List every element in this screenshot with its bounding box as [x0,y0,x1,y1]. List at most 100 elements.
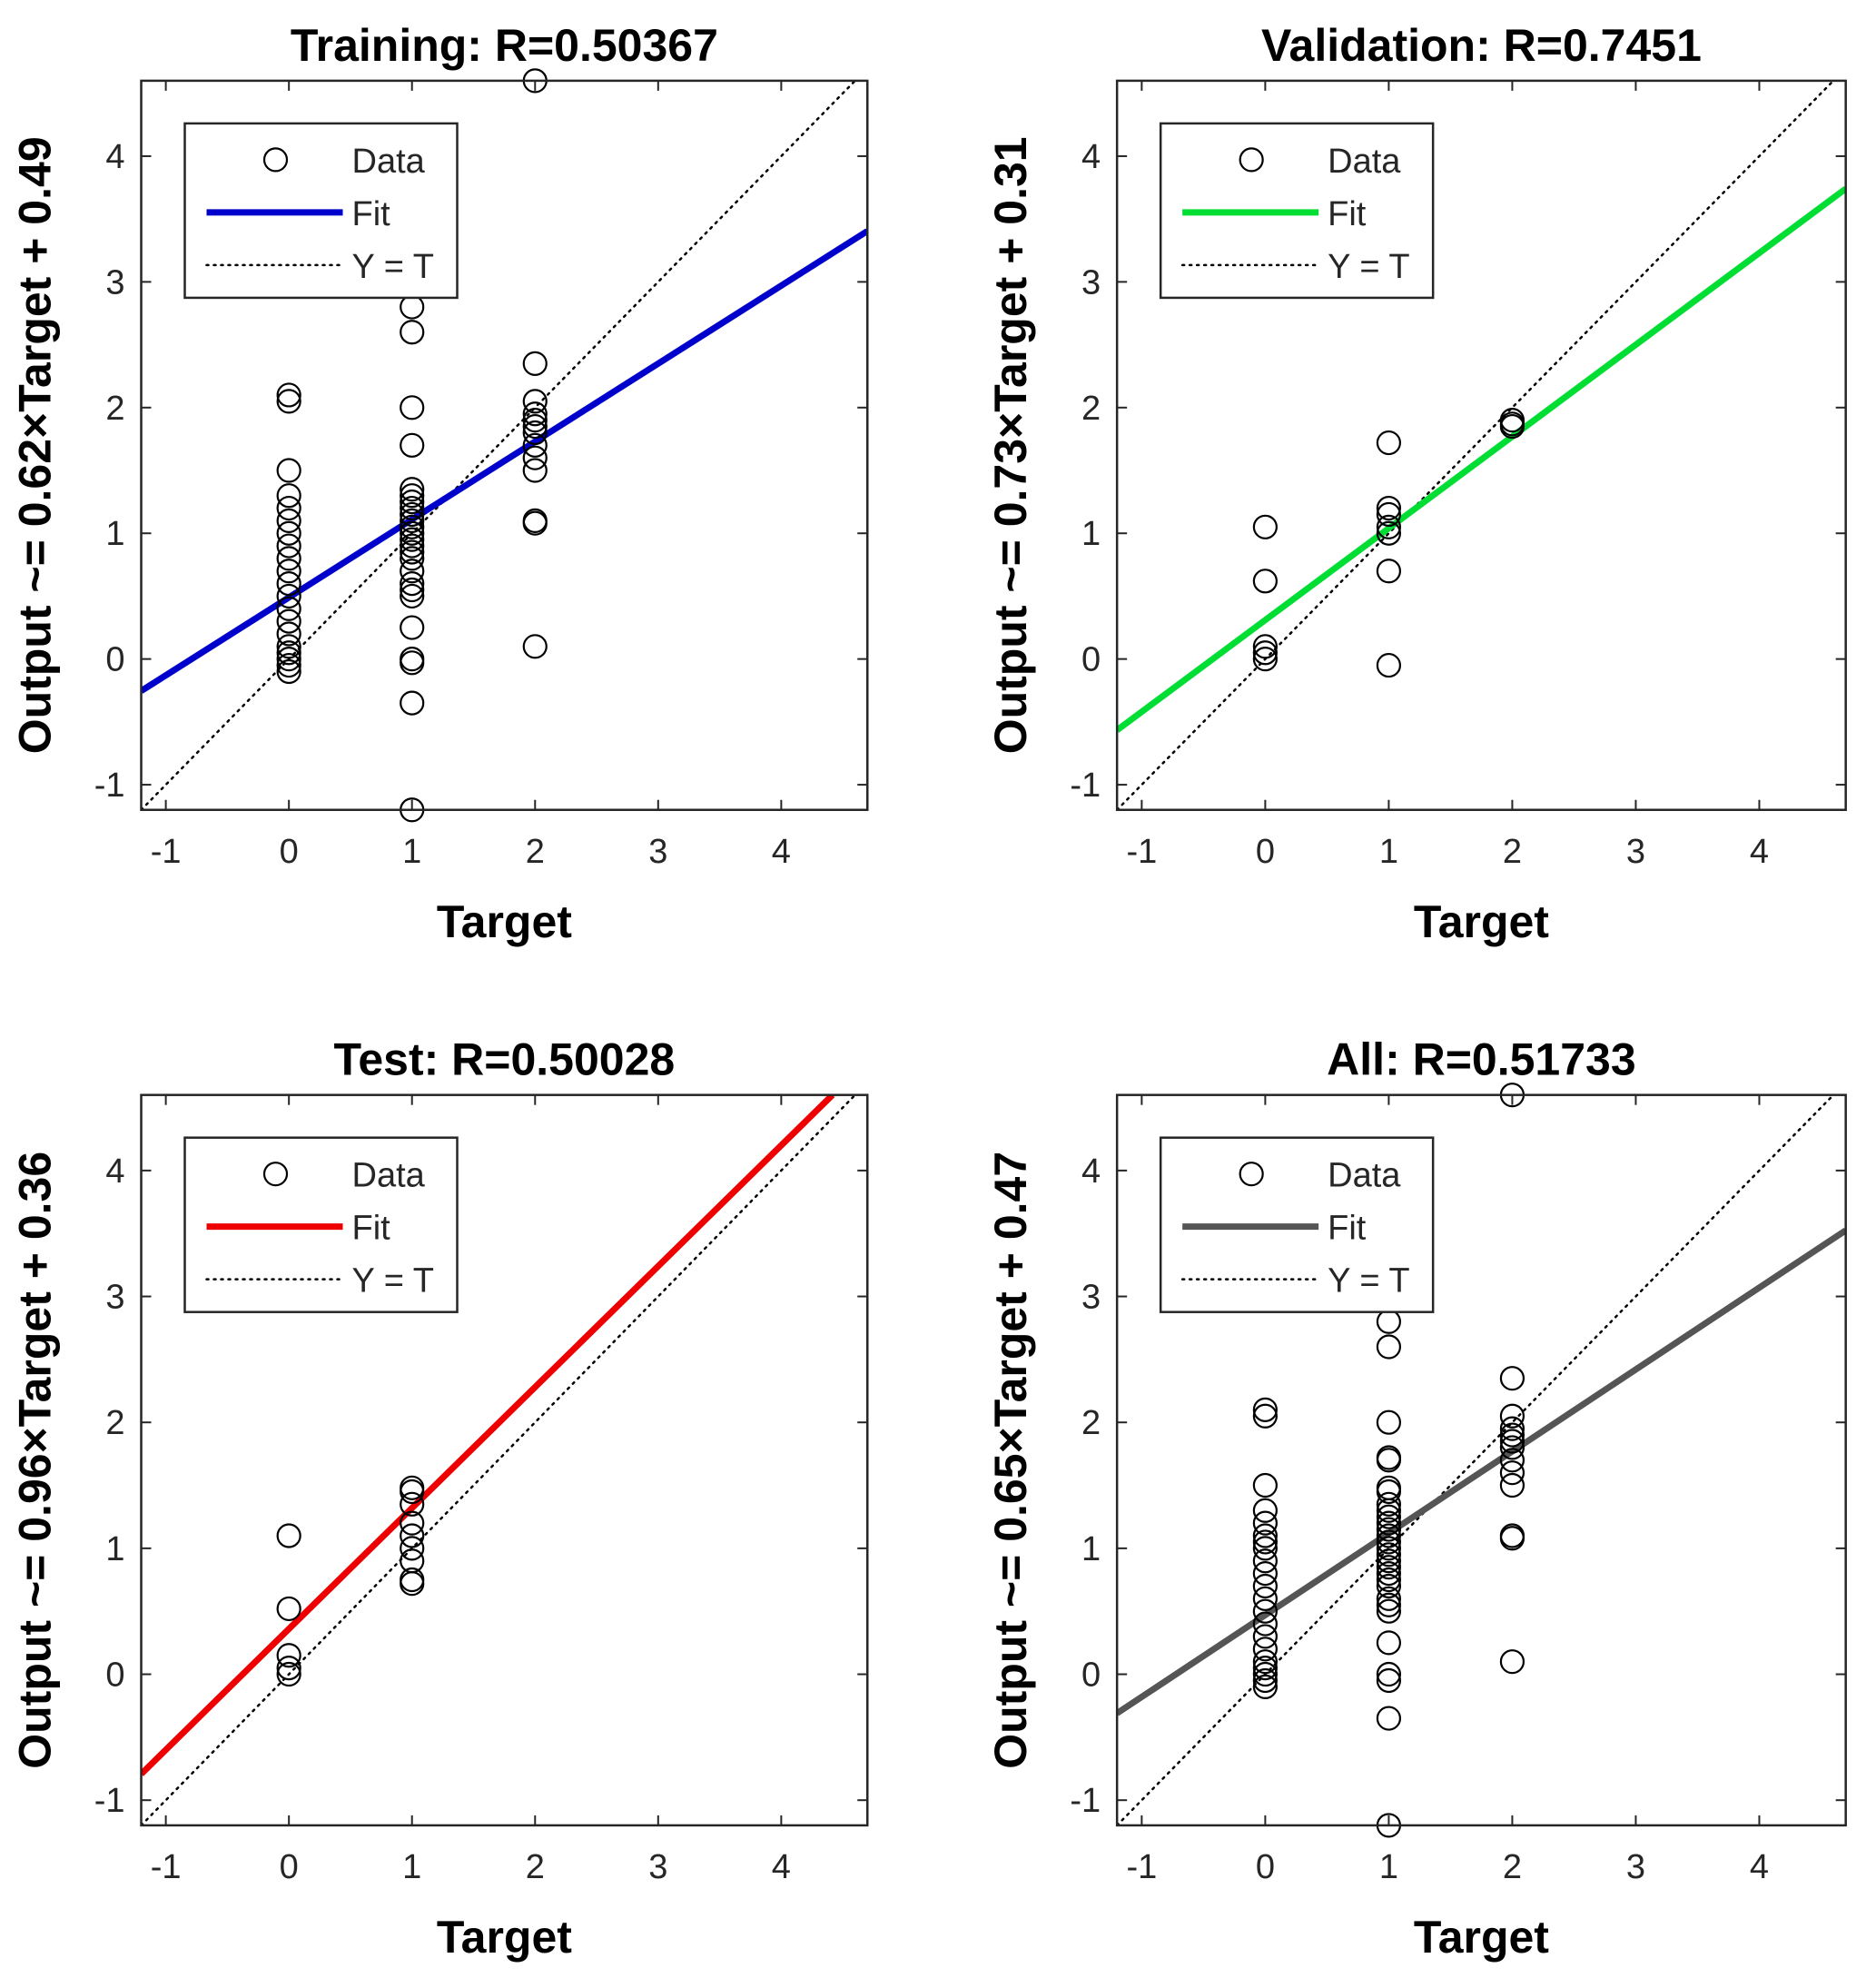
x-tick-label: 1 [402,833,421,871]
data-point [522,634,548,659]
x-axis-label: Target [1414,896,1549,947]
data-point [400,577,425,603]
data-point [1252,1536,1278,1561]
data-point [1376,1448,1402,1473]
data-point [1376,652,1402,678]
data-point [1252,1397,1278,1422]
data-point [276,1655,301,1681]
x-tick-label: 3 [648,833,667,871]
data-point [1252,1586,1278,1611]
data-point [400,690,425,716]
data-point [1376,1586,1402,1611]
data-point [276,495,301,521]
y-tick-label: 1 [105,515,124,553]
data-point [276,1661,301,1687]
fit-line [1117,1227,1846,1716]
data-point [400,320,425,345]
data-point [400,650,425,676]
x-tick-label: 2 [1503,1848,1522,1886]
x-tick-label: 2 [526,1848,545,1886]
y-axis-label: Output ~= 0.62×Target + 0.49 [10,136,61,754]
data-point [1252,569,1278,594]
legend: Data Fit Y = T [183,122,459,300]
y-tick-label: 3 [1081,1279,1101,1317]
data-point [1376,1523,1402,1548]
data-point [400,1571,425,1597]
x-tick-label: -1 [151,833,182,871]
legend-identity-label: Y = T [1328,1262,1410,1301]
y-tick-label: -1 [1070,1782,1101,1820]
plot-content [1117,80,1846,810]
y-tick-label: 1 [1081,1530,1101,1568]
data-point [1376,1592,1402,1617]
data-point [522,351,548,376]
data-point [1376,1479,1402,1505]
x-axis-label: Target [1414,1912,1549,1963]
data-point [1499,1448,1525,1473]
legend-data-label: Data [352,143,426,181]
data-point [400,501,425,528]
data-point [1376,501,1402,528]
data-point [400,395,425,420]
data-point [276,634,301,659]
data-point [1376,1536,1402,1561]
data-point [522,432,548,458]
data-point [1252,1637,1278,1662]
data-point [400,559,425,584]
data-point [1376,1409,1402,1435]
data-point [1252,1624,1278,1649]
data-point [1499,1435,1525,1460]
data-point [1252,1523,1278,1548]
legend-fit-label: Fit [1328,195,1367,233]
legend-identity-label: Y = T [352,248,435,286]
y-tick-label: 2 [1081,1404,1101,1442]
x-tick-label: 0 [280,1848,299,1886]
plot-content [141,1094,856,1825]
data-point [1252,1667,1278,1694]
data-point [522,408,548,433]
y-tick-label: 4 [1081,138,1101,176]
data-point [276,1596,301,1622]
data-point [1376,1661,1402,1687]
data-point [276,621,301,647]
x-tick-label: 1 [1379,833,1398,871]
x-tick-label: 0 [280,833,299,871]
legend-data-label: Data [1328,1157,1401,1195]
x-tick-label: 0 [1256,833,1275,871]
data-point [1499,1472,1525,1498]
data-point [276,596,301,621]
axes-frame [140,1093,869,1827]
data-point [1499,413,1525,440]
data-point [1499,1403,1525,1429]
data-point [1376,495,1402,521]
data-point [1376,1510,1402,1536]
data-point [276,1643,301,1668]
data-point [1499,1649,1525,1675]
legend-fit-label: Fit [352,1210,391,1248]
legend-data-marker [262,1162,289,1187]
x-axis-label: Target [437,896,572,947]
data-point [1252,1611,1278,1637]
data-point [1252,1661,1278,1687]
data-point [400,490,425,515]
y-tick-label: 2 [105,390,124,428]
x-tick-label: 1 [402,1848,421,1886]
data-point [400,483,425,509]
data-point [1252,647,1278,672]
data-point [1376,520,1402,546]
data-point [400,1491,425,1517]
data-point [1376,1334,1402,1360]
data-point [1376,1517,1402,1542]
legend: Data Fit Y = T [183,1136,459,1313]
data-point [1376,1504,1402,1529]
plot-content [1117,1094,1846,1825]
data-point [400,527,425,552]
data-point [276,652,301,678]
data-point [1252,1548,1278,1574]
data-point [276,583,301,609]
data-point [276,533,301,559]
data-point [1252,1573,1278,1599]
data-point [1252,514,1278,539]
data-point [1376,1667,1402,1694]
test-panel: Test: R=0.50028 -1 0 1 2 3 4 -1 0 1 2 3 4 Target Outpu… [10,1034,869,1963]
